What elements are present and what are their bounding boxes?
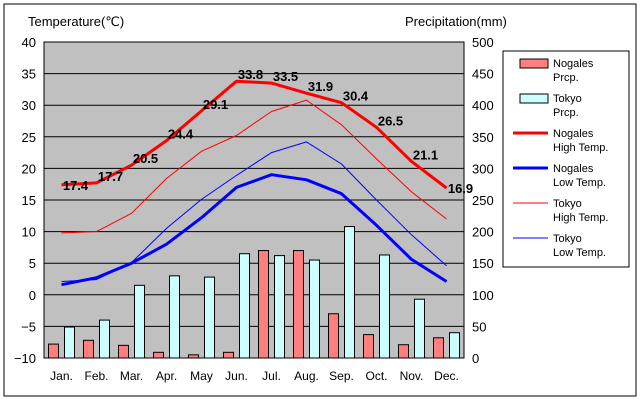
left-tick-label: 35 [22, 67, 36, 82]
legend-label: Tokyo [553, 233, 582, 245]
bar-tokyo-prcp [274, 255, 285, 359]
left-tick-label: 10 [22, 225, 36, 240]
right-tick-label: 100 [472, 288, 494, 303]
legend-label: Low Temp. [553, 247, 606, 259]
x-tick-label: Jan. [50, 369, 73, 383]
legend-swatch [519, 93, 549, 104]
x-tick-label: Oct. [365, 369, 387, 383]
right-tick-label: 150 [472, 256, 494, 271]
data-label-nogales-high: 31.9 [308, 79, 333, 94]
data-label-nogales-high: 33.5 [273, 69, 298, 84]
data-label-nogales-high: 17.7 [98, 169, 123, 184]
bar-nogales-prcp [258, 250, 269, 359]
legend-label: Nogales [553, 163, 594, 175]
axes-layer: −10−505101520253035400501001502002503003… [14, 35, 494, 383]
x-tick-label: Feb. [84, 369, 108, 383]
bars-layer [48, 226, 460, 359]
bar-tokyo-prcp [99, 319, 110, 359]
bar-tokyo-prcp [134, 284, 145, 359]
bar-nogales-prcp [118, 344, 129, 359]
right-tick-label: 250 [472, 193, 494, 208]
bar-nogales-prcp [83, 339, 94, 359]
legend-label: Prcp. [553, 107, 579, 119]
bar-nogales-prcp [398, 344, 409, 359]
data-labels-layer: 17.4 17.7 20.5 24.4 29.1 33.8 33.5 31.9 30.4 26.5… [63, 67, 473, 196]
data-label-nogales-high: 26.5 [378, 113, 403, 128]
line-tokyo-high [61, 99, 447, 234]
x-tick-label: Dec. [434, 369, 459, 383]
left-tick-label: −10 [14, 351, 36, 366]
legend-label: Prcp. [553, 72, 579, 84]
left-tick-label: 0 [29, 288, 36, 303]
bar-tokyo-prcp [379, 254, 390, 359]
outer-frame [3, 3, 637, 397]
bar-nogales-prcp [433, 337, 444, 359]
data-label-nogales-high: 29.1 [203, 97, 228, 112]
gridlines [44, 41, 464, 359]
bar-tokyo-prcp [64, 326, 75, 359]
bar-nogales-prcp [328, 313, 339, 359]
right-tick-label: 350 [472, 130, 494, 145]
left-tick-label: 40 [22, 35, 36, 50]
right-tick-label: 450 [472, 67, 494, 82]
legend-label: Nogales [553, 128, 594, 140]
bar-tokyo-prcp [414, 298, 425, 359]
left-tick-label: 15 [22, 193, 36, 208]
left-tick-label: −5 [21, 319, 36, 334]
x-tick-label: Jul. [262, 369, 281, 383]
bar-tokyo-prcp [239, 253, 250, 359]
left-tick-label: 5 [29, 256, 36, 271]
data-label-nogales-high: 24.4 [168, 127, 194, 142]
data-label-nogales-high: 21.1 [413, 147, 438, 162]
left-axis-title: Temperature(℃) [28, 14, 124, 29]
data-label-nogales-high: 20.5 [133, 151, 158, 166]
right-tick-label: 50 [472, 319, 486, 334]
legend-label: Nogales [553, 58, 594, 70]
legend-box [502, 50, 630, 268]
bar-nogales-prcp [188, 354, 199, 359]
x-tick-label: Aug. [294, 369, 319, 383]
right-tick-label: 200 [472, 225, 494, 240]
x-tick-label: Mar. [120, 369, 143, 383]
bar-tokyo-prcp [344, 226, 355, 359]
right-tick-label: 500 [472, 35, 494, 50]
bar-nogales-prcp [48, 343, 59, 359]
legend-label: Tokyo [553, 93, 582, 105]
legend-label: High Temp. [553, 142, 608, 154]
data-label-nogales-high: 30.4 [343, 89, 369, 104]
x-tick-label: May [190, 369, 213, 383]
data-label-nogales-high: 17.4 [63, 178, 89, 193]
legend-label: Tokyo [553, 198, 582, 210]
x-tick-label: Apr. [156, 369, 177, 383]
bar-tokyo-prcp [169, 275, 180, 359]
left-tick-label: 20 [22, 161, 36, 176]
bar-tokyo-prcp [309, 259, 320, 359]
right-axis-title: Precipitation(mm) [405, 14, 507, 29]
line-nogales-high [61, 79, 448, 190]
right-tick-label: 400 [472, 98, 494, 113]
bar-nogales-prcp [223, 351, 234, 359]
legend-label: Low Temp. [553, 177, 606, 189]
legend-label: High Temp. [553, 212, 608, 224]
bar-tokyo-prcp [449, 332, 460, 359]
line-tokyo-low [61, 141, 447, 282]
legend: Nogales Prcp. Tokyo Prcp. Nogales High Temp. N… [502, 50, 630, 268]
data-label-nogales-high: 33.8 [238, 67, 263, 82]
left-tick-label: 30 [22, 98, 36, 113]
right-tick-label: 0 [472, 351, 479, 366]
bar-nogales-prcp [293, 250, 304, 359]
right-tick-label: 300 [472, 161, 494, 176]
x-tick-label: Nov. [400, 369, 424, 383]
left-tick-label: 25 [22, 130, 36, 145]
data-label-nogales-high: 16.9 [448, 181, 473, 196]
x-tick-label: Sep. [329, 369, 354, 383]
bar-tokyo-prcp [204, 276, 215, 359]
bar-nogales-prcp [153, 351, 164, 359]
legend-swatch [519, 58, 549, 69]
lines-layer [61, 79, 448, 287]
bar-nogales-prcp [363, 334, 374, 359]
x-tick-label: Jun. [225, 369, 248, 383]
